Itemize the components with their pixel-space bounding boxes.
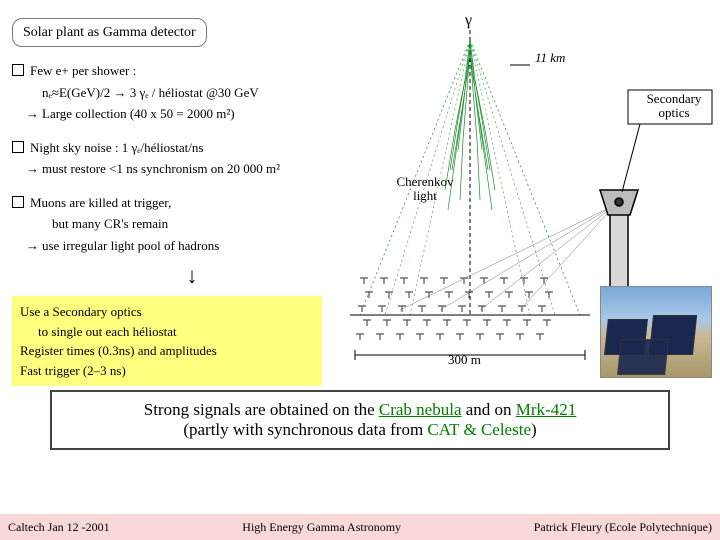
bullet-2-sub: must restore <1 ns synchronism on 20 000… xyxy=(12,159,332,179)
footer-bar: Caltech Jan 12 -2001 High Energy Gamma A… xyxy=(0,514,720,540)
footer-left: Caltech Jan 12 -2001 xyxy=(8,520,110,535)
conc-mrk: Mrk-421 xyxy=(516,400,576,419)
solar-panel-photo xyxy=(600,286,712,378)
conc-l2-pre: (partly with synchronous data from xyxy=(183,420,427,439)
conc-l2-post: ) xyxy=(531,420,537,439)
yellow-conclusion-box: Use a Secondary optics to single out eac… xyxy=(12,296,322,386)
yellow-l1: Use a Secondary optics xyxy=(20,302,314,322)
height-label: 11 km xyxy=(535,50,565,66)
footer-center: High Energy Gamma Astronomy xyxy=(242,520,401,535)
bullet-3-line2: but many CR's remain xyxy=(12,214,332,234)
width-label: 300 m xyxy=(448,352,481,368)
gamma-label: γ xyxy=(465,12,472,30)
left-column: Solar plant as Gamma detector Few e+ per… xyxy=(0,0,340,380)
bullet-1-formula: nₑ≈E(GeV)/2 → 3 γₑ / héliostat @30 GeV xyxy=(12,83,332,103)
footer-right: Patrick Fleury (Ecole Polytechnique) xyxy=(534,520,712,535)
bullet-3-sub: use irregular light pool of hadrons xyxy=(12,236,332,256)
conclusion-line1: Strong signals are obtained on the Crab … xyxy=(66,400,654,420)
conclusion-line2: (partly with synchronous data from CAT &… xyxy=(66,420,654,440)
yellow-l3: Register times (0.3ns) and amplitudes xyxy=(20,341,314,361)
yellow-l2: to single out each héliostat xyxy=(20,322,314,342)
conc-cat: CAT & Celeste xyxy=(427,420,531,439)
cherenkov-label: Cherenkov light xyxy=(390,175,460,204)
slide-title: Solar plant as Gamma detector xyxy=(12,18,207,47)
conc-mid: and on xyxy=(461,400,515,419)
main-area: Solar plant as Gamma detector Few e+ per… xyxy=(0,0,720,380)
bullet-2: Night sky noise : 1 γₑ/héliostat/ns xyxy=(12,138,332,158)
yellow-l4: Fast trigger (2–3 ns) xyxy=(20,361,314,381)
conc-pre: Strong signals are obtained on the xyxy=(144,400,379,419)
bullet-1: Few e+ per shower : xyxy=(12,61,332,81)
bullet-1-sub: Large collection (40 x 50 = 2000 m²) xyxy=(12,104,332,124)
secondary-optics-label: Secondary optics xyxy=(636,92,712,121)
conclusion-box: Strong signals are obtained on the Crab … xyxy=(50,390,670,450)
bullet-3: Muons are killed at trigger, xyxy=(12,193,332,213)
arrow-down-icon: ↓ xyxy=(52,259,332,292)
conc-crab: Crab nebula xyxy=(379,400,462,419)
diagram-area: γ 11 km Secondary optics Cherenkov light… xyxy=(340,0,720,380)
